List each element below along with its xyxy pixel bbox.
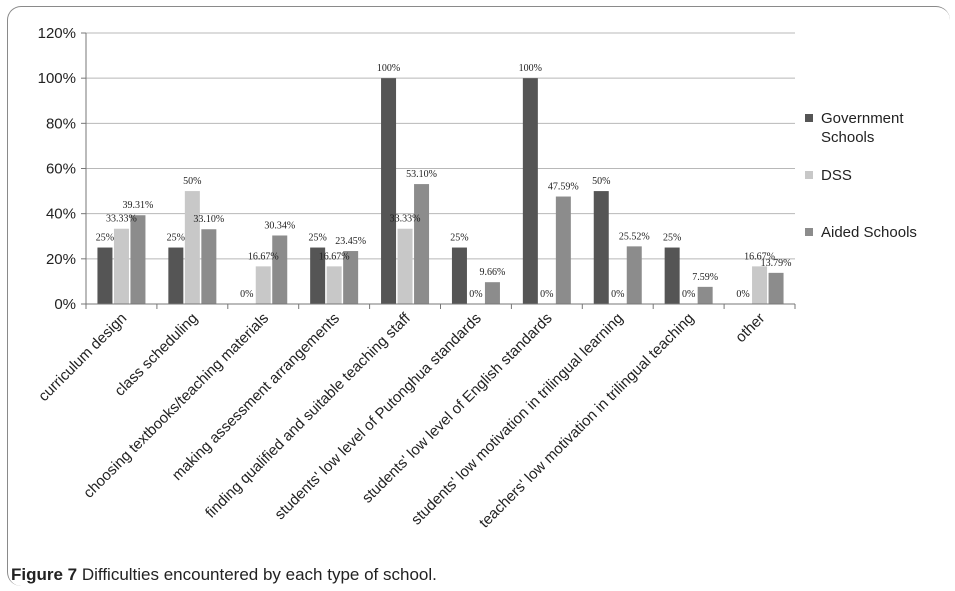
bar <box>168 247 184 304</box>
data-label: 33.33% <box>390 214 421 225</box>
bar <box>97 247 113 304</box>
data-label: 33.33% <box>106 214 137 225</box>
x-category-label: other <box>732 310 768 346</box>
figure-caption-text: Difficulties encountered by each type of… <box>77 565 437 584</box>
bar <box>752 266 768 304</box>
data-label: 50% <box>592 176 610 187</box>
data-label: 39.31% <box>123 200 154 211</box>
data-label: 0% <box>611 289 624 300</box>
legend-swatch <box>805 228 813 236</box>
data-label: 16.67% <box>248 251 279 262</box>
y-tick-label: 80% <box>46 115 76 132</box>
legend-label: DSS <box>821 167 852 184</box>
data-label: 16.67% <box>744 251 775 262</box>
data-label: 25.52% <box>619 231 650 242</box>
bar <box>113 228 129 304</box>
data-label: 33.10% <box>193 214 224 225</box>
data-label: 0% <box>540 289 553 300</box>
data-label: 0% <box>736 289 749 300</box>
bar <box>343 251 359 304</box>
data-label: 16.67% <box>319 251 350 262</box>
bar <box>414 184 430 304</box>
legend-swatch <box>805 171 813 179</box>
bar <box>484 282 500 304</box>
bar <box>697 286 713 304</box>
bar <box>184 191 200 304</box>
y-tick-label: 0% <box>54 296 76 313</box>
data-label: 100% <box>519 63 542 74</box>
data-label: 50% <box>183 176 201 187</box>
bar <box>381 78 397 305</box>
legend-swatch <box>805 114 813 122</box>
bar <box>310 247 326 304</box>
y-tick-label: 120% <box>38 25 76 42</box>
bar <box>768 272 784 304</box>
bar <box>201 229 217 304</box>
legend-label: Aided Schools <box>821 224 917 241</box>
data-label: 23.45% <box>335 236 366 247</box>
bars <box>97 78 784 305</box>
data-label: 53.10% <box>406 169 437 180</box>
data-label: 100% <box>377 63 400 74</box>
data-labels: 25% 33.33% 39.31% 25% 50% 33.10% 0% 16.67% 30.34… <box>96 63 792 300</box>
y-tick-label: 60% <box>46 161 76 178</box>
figure-caption: Figure 7 Difficulties encountered by eac… <box>11 565 437 585</box>
bar <box>555 196 571 304</box>
figure-caption-label: Figure 7 <box>11 565 78 584</box>
bar <box>626 246 642 304</box>
data-label: 9.66% <box>480 267 506 278</box>
legend: Government Schools DSS Aided Schools <box>805 110 917 241</box>
y-tick-label: 40% <box>46 206 76 223</box>
legend-label: Schools <box>821 129 874 146</box>
data-label: 25% <box>450 233 468 244</box>
gridlines <box>86 32 795 260</box>
bar <box>593 191 609 304</box>
y-tick-label: 100% <box>38 70 76 87</box>
bar <box>664 247 680 304</box>
bar <box>255 266 271 304</box>
data-label: 7.59% <box>692 272 718 283</box>
data-label: 13.79% <box>761 258 792 269</box>
data-label: 47.59% <box>548 182 579 193</box>
bar <box>451 247 467 304</box>
figure-frame <box>7 6 950 586</box>
bar <box>130 215 146 304</box>
legend-label: Government <box>821 110 904 127</box>
data-label: 0% <box>469 289 482 300</box>
bar <box>522 78 538 305</box>
data-label: 0% <box>682 289 695 300</box>
data-label: 25% <box>167 233 185 244</box>
data-label: 25% <box>96 233 114 244</box>
data-label: 30.34% <box>264 220 295 231</box>
data-label: 25% <box>663 233 681 244</box>
bar <box>326 266 342 304</box>
data-label: 0% <box>240 289 253 300</box>
bar <box>397 228 413 304</box>
data-label: 25% <box>308 233 326 244</box>
y-tick-label: 20% <box>46 251 76 268</box>
bar <box>272 235 288 304</box>
